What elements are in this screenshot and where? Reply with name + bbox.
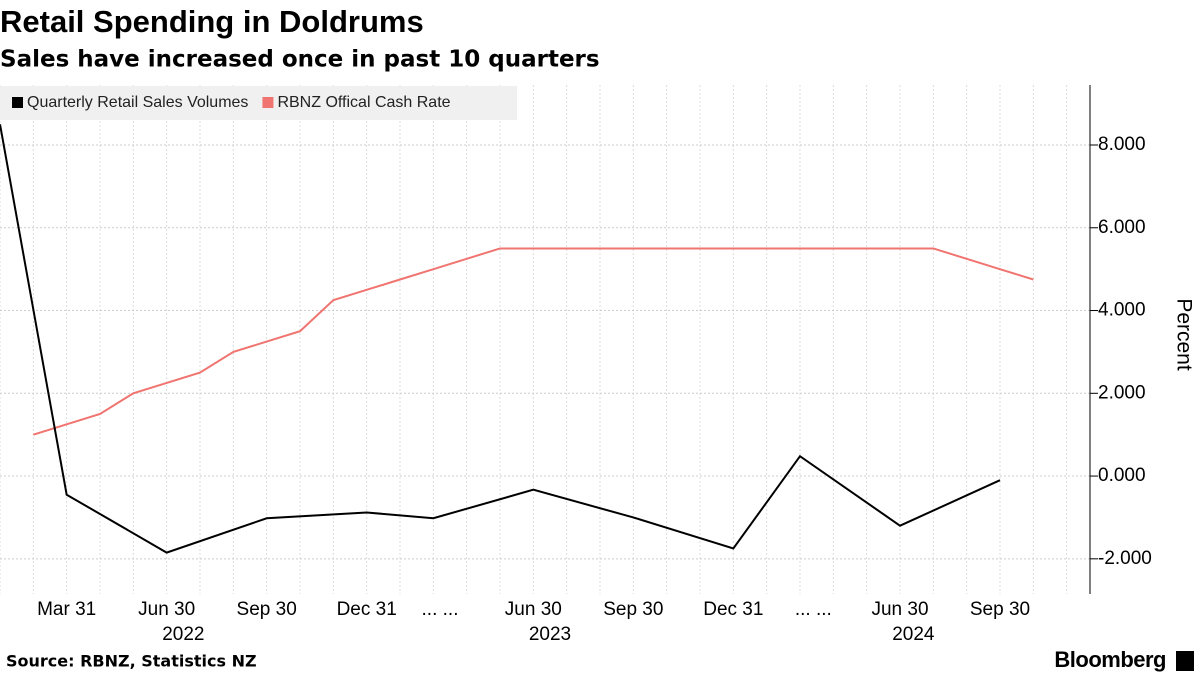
y-axis-label: Percent — [1172, 298, 1195, 371]
y-tick-label: 0.000 — [1098, 465, 1146, 486]
x-tick-label: Sep 30 — [970, 599, 1030, 620]
brand: Bloomberg — [1054, 647, 1166, 672]
legend-box — [0, 86, 517, 120]
series-line — [0, 124, 1001, 554]
legend-label: Quarterly Retail Sales Volumes — [27, 94, 248, 111]
y-tick-label: 8.000 — [1098, 134, 1146, 155]
x-tick-label: Jun 30 — [871, 599, 928, 620]
source: Source: RBNZ, Statistics NZ — [6, 652, 257, 671]
x-tick-label: Sep 30 — [237, 599, 297, 620]
year-label: 2024 — [892, 624, 935, 645]
x-tick-label: Sep 30 — [603, 599, 663, 620]
x-tick-label: Dec 31 — [337, 599, 397, 620]
x-tick-label: Jun 30 — [138, 599, 195, 620]
x-tick-label: Jun 30 — [505, 599, 562, 620]
legend-swatch — [12, 97, 23, 108]
legend-label: RBNZ Offical Cash Rate — [277, 94, 450, 111]
year-label: 2023 — [529, 624, 571, 645]
y-tick-label: 2.000 — [1098, 382, 1146, 403]
brand-icon — [1176, 651, 1194, 671]
year-label: 2022 — [162, 624, 204, 645]
chart-subtitle: Sales have increased once in past 10 qua… — [0, 47, 600, 73]
legend-swatch — [262, 97, 274, 108]
series-line — [33, 247, 1034, 436]
x-tick-label: Dec 31 — [703, 599, 763, 620]
y-tick-label: -2.000 — [1098, 548, 1152, 569]
y-tick-label: 6.000 — [1098, 217, 1146, 238]
x-tick-label: ... ... — [422, 599, 459, 620]
chart-title: Retail Spending in Doldrums — [0, 4, 424, 39]
x-tick-label: Mar 31 — [37, 599, 96, 620]
x-tick-label: ... ... — [795, 599, 832, 620]
y-tick-label: 4.000 — [1098, 300, 1146, 321]
